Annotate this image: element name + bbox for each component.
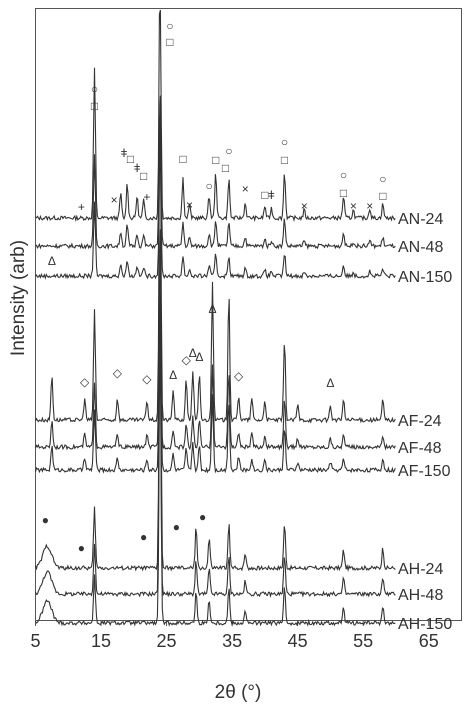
phase-marker: ●	[78, 541, 85, 555]
x-tick-label: 35	[222, 631, 242, 651]
trace-ah-48	[35, 305, 396, 599]
phase-marker: ◇	[80, 375, 90, 389]
phase-marker: +	[78, 200, 85, 214]
series-label: AH-48	[398, 587, 443, 604]
phase-marker: □	[222, 161, 229, 175]
series-label: AN-48	[398, 239, 443, 256]
phase-marker: ○	[379, 172, 386, 186]
trace-an-48	[35, 95, 396, 251]
trace-ah-150	[35, 354, 396, 627]
phase-marker: □	[91, 99, 98, 113]
series-label: AF-48	[398, 440, 442, 457]
phase-marker: □	[261, 188, 268, 202]
x-axis-label: 2θ (°)	[215, 682, 262, 703]
x-tick-label: 55	[353, 631, 373, 651]
phase-marker: ○	[281, 135, 288, 149]
trace-an-24	[35, 9, 396, 223]
plot-frame	[35, 8, 462, 621]
series-labels: AN-24 AN-48 AN-150 AF-24 AF-48 AF-150 AH-24 AH-…	[398, 211, 452, 633]
x-axis-ticks: 5 15 25 35 45 55 65	[30, 620, 439, 651]
phase-marker: □	[340, 186, 347, 200]
trace-af-48	[34, 256, 396, 451]
phase-marker: ǂ	[268, 188, 275, 202]
phase-marker: ◇	[234, 369, 244, 383]
series-label: AH-24	[398, 561, 443, 578]
phase-marker: □	[281, 153, 288, 167]
phase-marker: □	[379, 189, 386, 203]
x-tick-label: 5	[30, 631, 40, 651]
trace-an-150	[35, 149, 396, 280]
phase-marker: □	[140, 169, 147, 183]
phase-marker: ○	[206, 179, 213, 193]
phase-marker: ×	[186, 198, 193, 212]
phase-marker: □	[179, 152, 186, 166]
phase-marker: □	[212, 153, 219, 167]
phase-marker: □	[166, 35, 173, 49]
phase-marker: ◇	[142, 372, 152, 386]
series-label: AF-24	[398, 413, 442, 430]
phase-marker: ×	[242, 182, 249, 196]
phase-marker: ◇	[113, 366, 123, 380]
series-label: AF-150	[398, 463, 451, 480]
phase-marker: ●	[199, 510, 206, 524]
phase-marker: □	[127, 152, 134, 166]
phase-marker: ○	[91, 82, 98, 96]
series-label: AN-150	[398, 269, 452, 286]
trace-af-150	[34, 294, 396, 474]
phase-marker: Δ	[169, 368, 177, 382]
x-tick-label: 45	[288, 631, 308, 651]
phase-marker: ○	[166, 19, 173, 33]
phase-marker: Δ	[189, 346, 197, 360]
phase-marker: ǂ	[134, 161, 141, 175]
phase-marker: ●	[140, 530, 147, 544]
phase-marker: Δ	[195, 350, 203, 364]
phase-marker: ○	[225, 144, 232, 158]
phase-markers: ○□○□ǂǂ□□++× ×□○□○□× □ ǂ○□×○□× ×○□Δ◇◇ ◇ Δ◇ΔΔΔ◇ Δ…	[42, 19, 387, 555]
phase-marker: Δ	[48, 254, 56, 268]
y-axis-label: Intensity (arb)	[8, 240, 29, 356]
series-label: AH-150	[398, 616, 452, 633]
x-tick-label: 25	[157, 631, 177, 651]
trace-af-24	[35, 102, 396, 424]
phase-marker: ◇	[182, 353, 192, 367]
phase-marker: +	[143, 190, 150, 204]
phase-marker: Δ	[208, 302, 216, 316]
phase-marker: ×	[301, 199, 308, 213]
phase-marker: ×	[350, 199, 357, 213]
series-label: AN-24	[398, 211, 443, 228]
phase-marker: ●	[42, 513, 49, 527]
x-tick-label: 15	[91, 631, 111, 651]
phase-marker: ●	[173, 520, 180, 534]
phase-marker: Δ	[326, 376, 334, 390]
diffraction-traces	[34, 9, 396, 627]
phase-marker: ×	[111, 193, 118, 207]
phase-marker: ×	[366, 199, 373, 213]
x-tick-label: 65	[419, 631, 439, 651]
phase-marker: ○	[340, 168, 347, 182]
phase-marker: ǂ	[120, 146, 127, 160]
trace-ah-24	[34, 229, 396, 573]
